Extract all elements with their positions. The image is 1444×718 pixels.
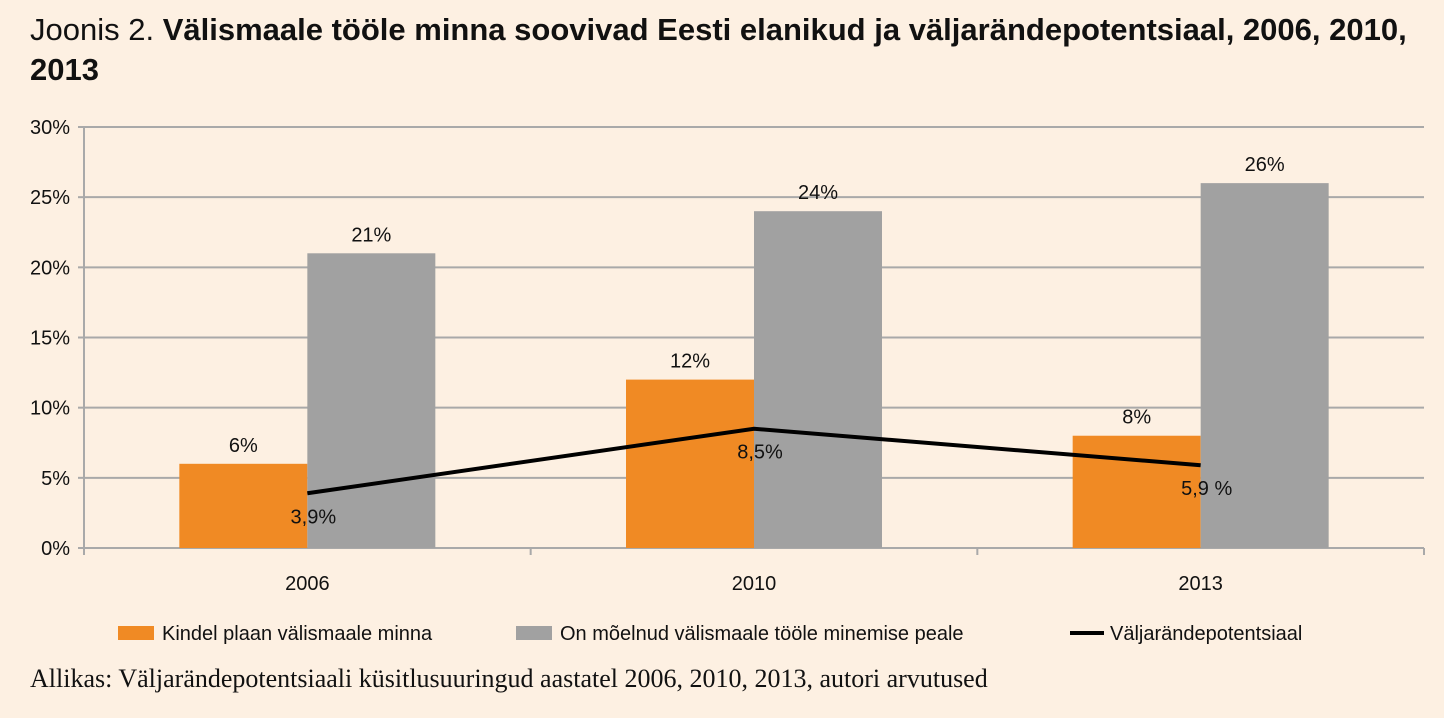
y-tick-label: 0%: [41, 538, 70, 560]
legend: Kindel plaan välismaale minna On mõelnud …: [118, 623, 1302, 645]
bar-data-label: 21%: [351, 224, 391, 246]
y-tick-label: 20%: [30, 257, 70, 279]
bar-data-label: 8%: [1122, 407, 1151, 429]
data-labels: 6% 12% 8% 21% 24% 26% 3,9% 8,5% 5,9 %: [229, 154, 1285, 528]
x-axis: 2006 2010 2013: [83, 548, 1425, 595]
y-tick-label: 15%: [30, 328, 70, 350]
x-tick-label: 2013: [1178, 573, 1223, 595]
bar-on-moelnud-2010: [754, 211, 882, 548]
line-data-label: 5,9 %: [1181, 478, 1232, 500]
y-tick-label: 10%: [30, 398, 70, 420]
bar-data-label: 24%: [798, 182, 838, 204]
line-data-label: 3,9%: [291, 506, 337, 528]
bars: [179, 183, 1329, 549]
bar-data-label: 6%: [229, 435, 258, 457]
bar-kindel-plaan-2010: [626, 379, 754, 548]
bar-data-label: 26%: [1245, 154, 1285, 176]
figure-number: Joonis 2.: [30, 12, 155, 47]
source-note: Allikas: Väljarändepotentsiaali küsitlus…: [30, 664, 988, 693]
x-tick-label: 2010: [732, 573, 777, 595]
bar-on-moelnud-2006: [307, 253, 436, 549]
chart-title: Joonis 2. Välismaale tööle minna sooviva…: [30, 10, 1410, 90]
y-tick-label: 25%: [30, 187, 70, 209]
legend-label: On mõelnud välismaale tööle minemise pea…: [560, 623, 964, 645]
bar-data-label: 12%: [670, 351, 710, 373]
x-tick-label: 2006: [285, 573, 330, 595]
y-tick-label: 5%: [41, 468, 70, 490]
legend-label: Väljarändepotentsiaal: [1110, 623, 1302, 645]
y-tick-label: 30%: [30, 117, 70, 139]
bar-on-moelnud-2013: [1200, 183, 1329, 548]
line-series: [307, 426, 1201, 496]
y-axis: 0% 5% 10% 15% 20% 25% 30%: [30, 117, 85, 560]
chart-area: 0% 5% 10% 15% 20% 25% 30% 6% 12% 8% 21% 24% 26% 3,9%…: [30, 117, 1425, 645]
legend-label: Kindel plaan välismaale minna: [162, 623, 433, 645]
legend-swatch-on-moelnud: [516, 626, 552, 640]
line-data-label: 8,5%: [737, 442, 783, 464]
bar-kindel-plaan-2013: [1072, 435, 1201, 548]
bar-kindel-plaan-2006: [179, 463, 308, 548]
legend-swatch-kindel-plaan: [118, 626, 154, 640]
figure-title: Välismaale tööle minna soovivad Eesti el…: [30, 12, 1407, 87]
